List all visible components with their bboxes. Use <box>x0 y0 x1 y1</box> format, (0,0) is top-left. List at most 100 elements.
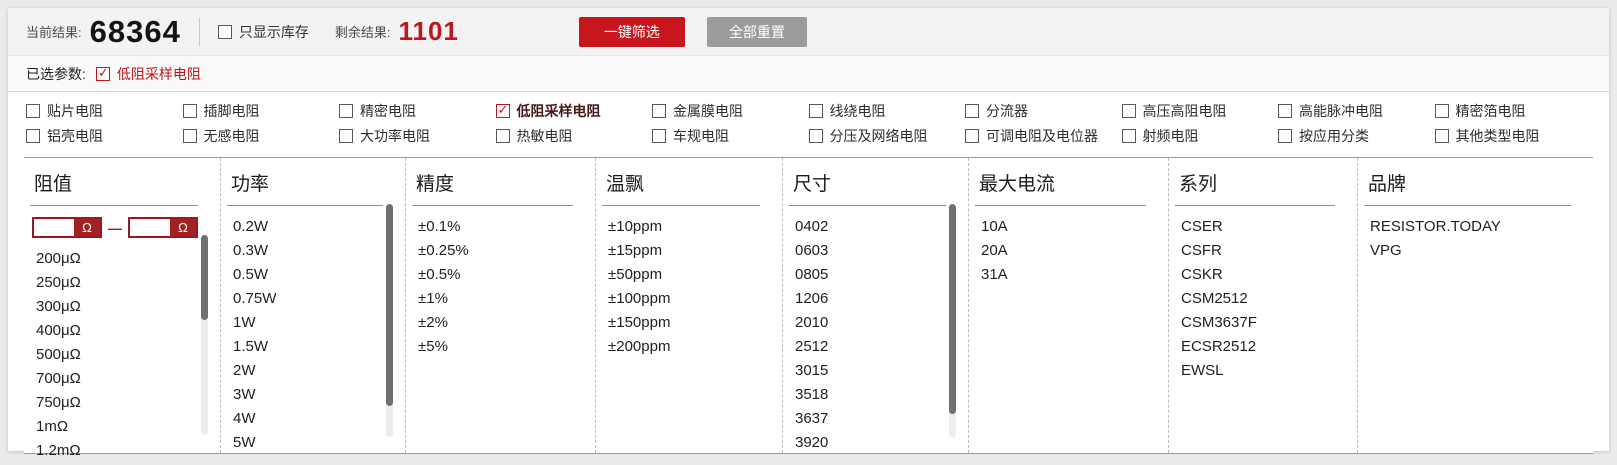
checked-checkbox-icon[interactable] <box>495 102 510 118</box>
apply-filter-button[interactable]: 一键筛选 <box>578 16 685 47</box>
checkbox-icon[interactable] <box>182 129 197 143</box>
filter-option[interactable]: 20A <box>981 242 1008 259</box>
filter-option[interactable]: 2010 <box>795 314 829 331</box>
category-item[interactable]: 线绕电阻 <box>808 100 966 122</box>
filter-option[interactable]: 3920 <box>795 434 829 451</box>
filter-option[interactable]: 10A <box>981 218 1008 235</box>
filter-option[interactable]: 1206 <box>795 290 829 307</box>
filter-option[interactable]: ±0.1% <box>418 218 461 235</box>
filter-option[interactable]: ±0.25% <box>418 242 469 259</box>
filter-option[interactable]: 0.3W <box>233 242 269 259</box>
category-item[interactable]: 无感电阻 <box>182 125 340 147</box>
resistance-min-input[interactable] <box>34 219 74 236</box>
checkbox-icon[interactable] <box>808 104 823 118</box>
checkbox-icon[interactable] <box>1434 104 1449 118</box>
category-item[interactable]: 精密箔电阻 <box>1434 100 1592 122</box>
category-item[interactable]: 大功率电阻 <box>339 125 496 147</box>
checkbox-icon[interactable] <box>182 104 197 118</box>
filter-option[interactable]: 200μΩ <box>36 250 81 267</box>
filter-option[interactable]: ±150ppm <box>608 314 671 331</box>
filter-option[interactable]: ±5% <box>418 338 448 355</box>
checkbox-icon[interactable] <box>1278 104 1292 118</box>
filter-option[interactable]: ±1% <box>418 290 448 307</box>
filter-option[interactable]: 3518 <box>795 386 829 403</box>
category-item[interactable]: 高能脉冲电阻 <box>1278 100 1435 122</box>
filter-option[interactable]: RESISTOR.TODAY <box>1370 218 1501 235</box>
filter-option[interactable]: 2W <box>233 362 256 379</box>
filter-option[interactable]: 1.5W <box>233 338 269 355</box>
filter-option[interactable]: 3637 <box>795 410 829 427</box>
checkbox-icon[interactable] <box>1434 129 1449 143</box>
checkbox-icon[interactable] <box>652 104 666 118</box>
filter-option[interactable]: ±10ppm <box>608 218 663 235</box>
category-item[interactable]: 分流器 <box>965 100 1122 122</box>
checked-checkbox-icon[interactable] <box>95 65 110 81</box>
category-item[interactable]: 可调电阻及电位器 <box>965 125 1122 147</box>
scrollbar[interactable] <box>201 235 208 435</box>
filter-option[interactable]: 0402 <box>795 218 829 235</box>
category-item[interactable]: 贴片电阻 <box>26 100 183 122</box>
filter-option[interactable]: 1.2mΩ <box>36 442 81 459</box>
reset-all-button[interactable]: 全部重置 <box>706 16 807 47</box>
category-item[interactable]: 高压高阻电阻 <box>1121 100 1279 122</box>
category-item[interactable]: 插脚电阻 <box>182 100 340 122</box>
filter-option[interactable]: ±2% <box>418 314 448 331</box>
filter-option[interactable]: ±0.5% <box>418 266 461 283</box>
checkbox-icon[interactable] <box>339 129 353 143</box>
filter-option[interactable]: CSKR <box>1181 266 1223 283</box>
scrollbar-thumb[interactable] <box>201 235 208 320</box>
category-item[interactable]: 分压及网络电阻 <box>808 125 966 147</box>
filter-option[interactable]: 0.2W <box>233 218 269 235</box>
filter-option[interactable]: 0.75W <box>233 290 277 307</box>
filter-option[interactable]: ±100ppm <box>608 290 671 307</box>
scrollbar-thumb[interactable] <box>386 204 393 406</box>
filter-option[interactable]: 0805 <box>795 266 829 283</box>
category-item[interactable]: 铝壳电阻 <box>26 125 183 147</box>
checkbox-icon[interactable] <box>1121 104 1136 118</box>
filter-option[interactable]: EWSL <box>1181 362 1224 379</box>
checkbox-icon[interactable] <box>339 104 353 118</box>
filter-option[interactable]: CSFR <box>1181 242 1222 259</box>
checkbox-icon[interactable] <box>808 129 823 143</box>
checkbox-icon[interactable] <box>26 129 40 143</box>
filter-option[interactable]: 500μΩ <box>36 346 81 363</box>
checkbox-icon[interactable] <box>652 129 666 143</box>
filter-option[interactable]: 1mΩ <box>36 418 69 435</box>
scrollbar-thumb[interactable] <box>949 204 956 414</box>
category-item[interactable]: 其他类型电阻 <box>1434 125 1592 147</box>
filter-option[interactable]: 0.5W <box>233 266 269 283</box>
selected-param-chip[interactable]: 低阻采样电阻 <box>95 64 201 84</box>
filter-option[interactable]: 5W <box>233 434 256 451</box>
filter-option[interactable]: 2512 <box>795 338 829 355</box>
filter-option[interactable]: 250μΩ <box>36 274 81 291</box>
category-item-checked[interactable]: 低阻采样电阻 <box>495 100 653 122</box>
checkbox-icon[interactable] <box>217 24 232 39</box>
filter-option[interactable]: 1W <box>233 314 256 331</box>
filter-option[interactable]: VPG <box>1370 242 1402 259</box>
category-item[interactable]: 按应用分类 <box>1278 125 1435 147</box>
filter-option[interactable]: 0603 <box>795 242 829 259</box>
filter-option[interactable]: CSER <box>1181 218 1223 235</box>
filter-option[interactable]: ECSR2512 <box>1181 338 1257 355</box>
checkbox-icon[interactable] <box>965 129 979 143</box>
resistance-max-input[interactable] <box>130 219 170 236</box>
filter-option[interactable]: 400μΩ <box>36 322 81 339</box>
category-item[interactable]: 金属膜电阻 <box>652 100 809 122</box>
filter-option[interactable]: 3015 <box>795 362 829 379</box>
category-item[interactable]: 射频电阻 <box>1121 125 1279 147</box>
filter-option[interactable]: 300μΩ <box>36 298 81 315</box>
filter-option[interactable]: CSM2512 <box>1181 290 1248 307</box>
filter-option[interactable]: ±50ppm <box>608 266 663 283</box>
checkbox-icon[interactable] <box>1278 129 1292 143</box>
scrollbar[interactable] <box>386 204 393 437</box>
filter-option[interactable]: 31A <box>981 266 1008 283</box>
stock-only-checkbox[interactable]: 只显示库存 <box>217 22 309 42</box>
filter-option[interactable]: ±15ppm <box>608 242 663 259</box>
checkbox-icon[interactable] <box>26 104 40 118</box>
category-item[interactable]: 车规电阻 <box>652 125 809 147</box>
checkbox-icon[interactable] <box>495 129 510 143</box>
category-item[interactable]: 精密电阻 <box>339 100 496 122</box>
checkbox-icon[interactable] <box>1121 129 1136 143</box>
category-item[interactable]: 热敏电阻 <box>495 125 653 147</box>
filter-option[interactable]: 700μΩ <box>36 370 81 387</box>
